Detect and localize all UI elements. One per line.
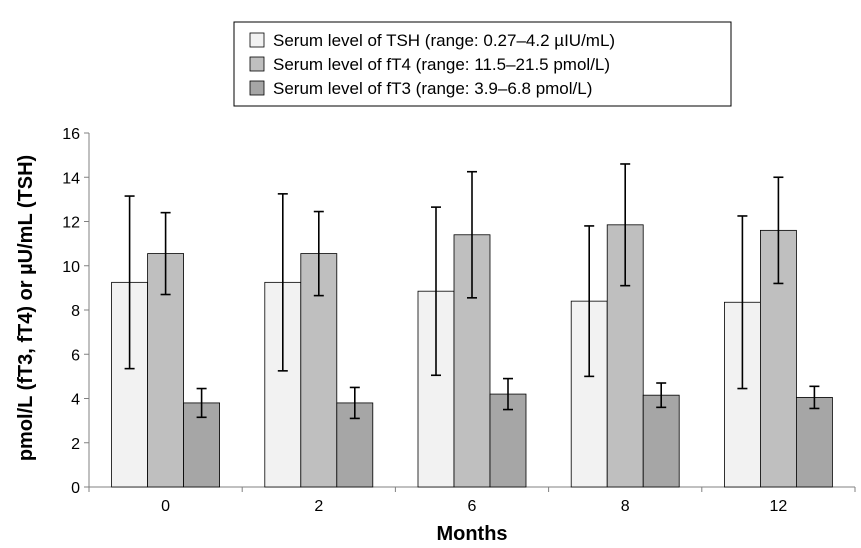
legend-label: Serum level of fT3 (range: 3.9–6.8 pmol/…: [273, 79, 592, 98]
y-tick-label: 10: [62, 259, 80, 276]
legend-swatch: [249, 32, 265, 48]
x-tick-label: 12: [770, 498, 788, 515]
legend-box: [233, 21, 732, 107]
error-bar-series-2-cat-3: [656, 382, 667, 409]
bar-series-2-cat-4: [796, 396, 833, 488]
y-tick-label: 14: [62, 170, 80, 187]
y-tick-label: 4: [71, 392, 80, 409]
error-bars: [124, 163, 820, 420]
bar-series-2-cat-3: [642, 394, 680, 488]
y-axis-title: pmol/L (fT3, fT4) or µU/mL (TSH): [15, 155, 37, 461]
error-bar-series-2-cat-2: [503, 377, 513, 411]
y-tick-label: 2: [71, 436, 80, 453]
legend-item-2: Serum level of fT3 (range: 3.9–6.8 pmol/…: [249, 79, 592, 98]
legend-label: Serum level of fT4 (range: 11.5–21.5 pmo…: [273, 55, 610, 74]
x-axis: 0 2 6 8 12: [88, 486, 856, 515]
x-tick-label: 8: [621, 498, 630, 515]
error-bar-series-1-cat-3: [620, 163, 631, 287]
error-bar-series-2-cat-4: [809, 385, 820, 410]
y-tick-label: 6: [71, 347, 80, 364]
error-bar-series-2-cat-1: [349, 386, 360, 420]
error-bar-series-0-cat-2: [431, 206, 441, 377]
y-tick-label: 12: [62, 215, 80, 232]
error-bar-series-1-cat-0: [160, 211, 171, 296]
x-axis-title: Months: [436, 523, 507, 545]
y-axis: 0 2 4 6 8 10 12 14 16: [62, 126, 90, 497]
legend-swatch: [249, 80, 265, 96]
y-tick-label: 0: [71, 480, 80, 497]
legend: Serum level of TSH (range: 0.27–4.2 µIU/…: [233, 21, 732, 107]
error-bar-series-1-cat-2: [467, 170, 477, 299]
legend-label: Serum level of TSH (range: 0.27–4.2 µIU/…: [273, 31, 615, 50]
error-bar-series-0-cat-0: [124, 195, 135, 370]
legend-swatch: [249, 56, 265, 72]
error-bar-series-0-cat-1: [277, 193, 288, 372]
error-bar-series-0-cat-3: [584, 225, 595, 378]
x-tick-label: 0: [161, 498, 170, 515]
y-tick-label: 16: [62, 126, 80, 143]
error-bar-series-2-cat-0: [196, 387, 207, 419]
y-tick-label: 8: [71, 303, 80, 320]
x-tick-label: 6: [468, 498, 477, 515]
x-tick-label: 2: [314, 498, 323, 515]
error-bar-series-1-cat-1: [313, 210, 324, 297]
error-bar-series-0-cat-4: [737, 215, 748, 390]
error-bar-series-1-cat-4: [773, 176, 784, 285]
legend-item-1: Serum level of fT4 (range: 11.5–21.5 pmo…: [249, 55, 610, 74]
legend-item-0: Serum level of TSH (range: 0.27–4.2 µIU/…: [249, 31, 615, 50]
